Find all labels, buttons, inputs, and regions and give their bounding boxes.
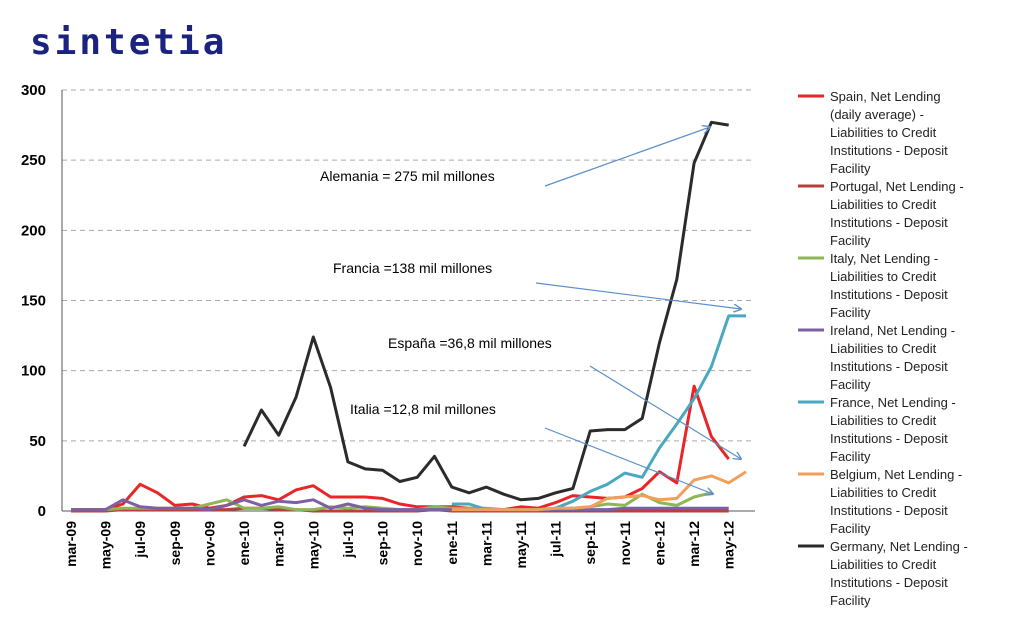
annotation-label: Alemania = 275 mil millones <box>320 168 495 184</box>
x-tick-label: may-09 <box>98 521 114 569</box>
x-tick-label: mar-12 <box>686 521 702 567</box>
x-tick-label: nov-11 <box>617 521 633 566</box>
annotation-label: España =36,8 mil millones <box>388 335 552 351</box>
y-tick-label: 200 <box>21 222 46 239</box>
annotation-label: Italia =12,8 mil millones <box>350 401 496 417</box>
x-tick-label: nov-10 <box>409 521 425 566</box>
x-tick-label: jul-09 <box>132 521 148 559</box>
series-line-6 <box>242 120 729 502</box>
y-tick-label: 0 <box>38 503 46 520</box>
annotation-arrow <box>535 282 741 309</box>
annotation-arrow <box>589 365 741 459</box>
annotation-arrow <box>544 427 713 494</box>
x-tick-label: jul-10 <box>340 521 356 559</box>
x-tick-label: ene-11 <box>444 521 460 565</box>
legend-entry: Spain, Net Lending (daily average) -Liabi… <box>830 89 948 176</box>
x-tick-label: may-12 <box>721 521 737 569</box>
series-line-3 <box>71 498 729 512</box>
x-tick-label: sep-11 <box>582 521 598 565</box>
x-tick-label: nov-09 <box>201 521 217 566</box>
legend-entry: France, Net Lending -Liabilities to Cred… <box>830 395 956 464</box>
legend-entry: Portugal, Net Lending -Liabilities to Cr… <box>830 179 964 248</box>
x-tick-label: may-11 <box>513 521 529 569</box>
x-tick-label: sep-09 <box>167 521 183 566</box>
legend-entry: Germany, Net Lending -Liabilities to Cre… <box>830 539 968 608</box>
legend-entry: Ireland, Net Lending -Liabilities to Cre… <box>830 323 955 392</box>
y-tick-label: 50 <box>29 433 46 450</box>
y-tick-label: 100 <box>21 363 46 380</box>
x-tick-label: mar-11 <box>478 521 494 566</box>
y-tick-label: 250 <box>21 152 46 169</box>
x-tick-label: mar-10 <box>271 521 287 567</box>
series-line-5 <box>451 470 747 512</box>
y-tick-label: 300 <box>21 82 46 99</box>
y-tick-label: 150 <box>21 293 46 310</box>
x-tick-label: ene-10 <box>236 521 252 566</box>
annotation-arrow <box>544 127 710 187</box>
x-tick-label: jul-11 <box>548 521 564 558</box>
x-tick-label: may-10 <box>305 521 321 569</box>
sintetia-logo: sintetia <box>30 22 228 63</box>
legend-entry: Belgium, Net Lending -Liabilities to Cre… <box>830 467 962 536</box>
legend-entry: Italy, Net Lending -Liabilities to Credi… <box>830 251 948 320</box>
x-tick-label: sep-10 <box>375 521 391 566</box>
x-tick-label: mar-09 <box>63 521 79 567</box>
x-tick-label: ene-12 <box>651 521 667 566</box>
annotation-label: Francia =138 mil millones <box>333 260 492 276</box>
